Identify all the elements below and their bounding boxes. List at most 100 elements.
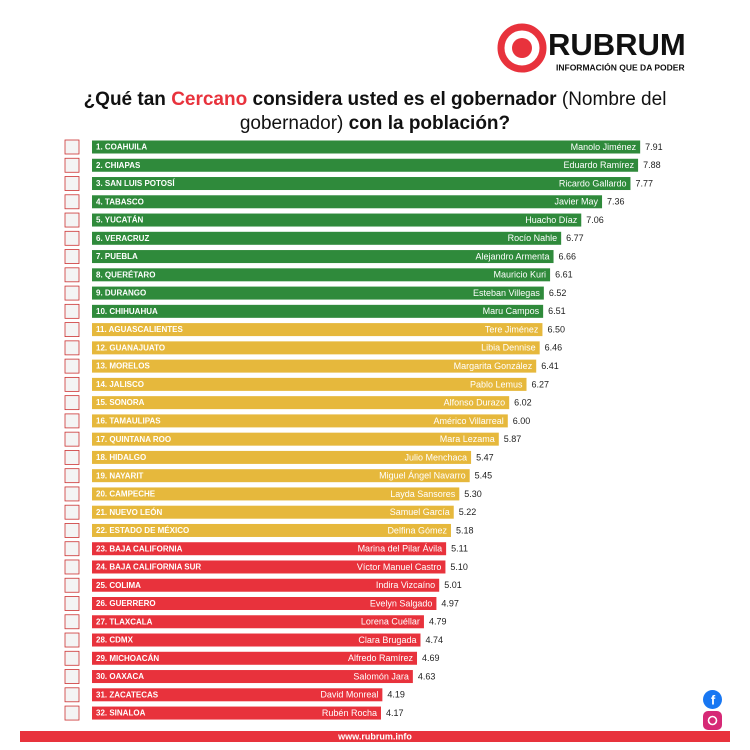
party-icon: [64, 559, 80, 575]
party-icon: [64, 650, 80, 666]
logo-dot: [512, 38, 532, 58]
state-label: 30. OAXACA: [96, 672, 144, 681]
party-icon: [64, 705, 80, 721]
governor-label: Tere Jiménez: [485, 324, 539, 334]
party-icon: [64, 395, 80, 411]
party-icon: [64, 322, 80, 338]
value-label: 5.45: [475, 471, 493, 481]
bar: [92, 140, 641, 154]
title-part: (Nombre del gobernador): [239, 89, 667, 134]
governor-label: Samuel García: [390, 507, 450, 517]
value-label: 4.17: [386, 708, 404, 718]
party-icon: [64, 468, 80, 484]
value-label: 6.52: [549, 288, 567, 298]
bar: [92, 414, 508, 428]
footer-band: [20, 731, 730, 742]
value-label: 5.87: [504, 434, 522, 444]
bar: [92, 341, 540, 355]
governor-label: Mauricio Kuri: [494, 270, 547, 280]
governor-label: Delfina Gómez: [387, 525, 447, 535]
value-label: 4.74: [425, 635, 443, 645]
state-label: 4. TABASCO: [96, 197, 144, 206]
value-label: 4.69: [422, 653, 440, 663]
party-icon: [64, 523, 80, 538]
state-label: 8. QUERÉTARO: [96, 270, 155, 279]
governor-label: Layda Sansores: [390, 489, 456, 499]
state-label: 15. SONORA: [96, 398, 145, 407]
state-label: 2. CHIAPAS: [96, 161, 141, 170]
governor-label: Alfonso Durazo: [444, 398, 506, 408]
value-label: 7.88: [643, 160, 661, 170]
bar: [92, 487, 460, 501]
bar: [92, 597, 437, 610]
state-label: 1. COAHUILA: [96, 143, 147, 152]
bar: [92, 688, 383, 702]
title-part: con la población?: [343, 113, 511, 134]
party-icon: [64, 504, 80, 520]
value-label: 6.46: [545, 343, 563, 353]
governor-label: Maru Campos: [483, 306, 540, 316]
state-label: 16. TAMAULIPAS: [96, 417, 161, 426]
party-icon: [64, 376, 80, 392]
governor-label: Rocío Nahle: [508, 233, 558, 243]
governor-label: Rubén Rocha: [322, 708, 377, 718]
bar: [92, 304, 544, 318]
value-label: 7.91: [645, 142, 663, 152]
governor-label: Clara Brugada: [358, 635, 416, 645]
party-icon: [64, 358, 80, 374]
bar: [92, 633, 421, 647]
value-label: 6.66: [559, 251, 577, 261]
state-label: 31. ZACATECAS: [96, 690, 159, 699]
bar: [92, 323, 543, 337]
party-icon: [64, 431, 80, 447]
value-label: 4.63: [418, 671, 436, 681]
governor-label: Evelyn Salgado: [370, 598, 433, 608]
governor-label: Huacho Díaz: [525, 215, 578, 225]
state-label: 7. PUEBLA: [96, 252, 138, 261]
instagram-icon[interactable]: [703, 711, 722, 730]
value-label: 5.30: [464, 489, 482, 499]
bar: [92, 268, 551, 282]
value-label: 6.27: [532, 379, 550, 389]
party-icon: [64, 176, 80, 191]
governor-label: Libia Dennise: [481, 343, 536, 353]
governor-label: Margarita González: [454, 361, 533, 371]
state-label: 24. BAJA CALIFORNIA SUR: [96, 563, 201, 572]
party-icon: [64, 614, 80, 630]
state-label: 22. ESTADO DE MÉXICO: [96, 526, 189, 535]
bar: [92, 542, 447, 556]
value-label: 5.01: [444, 580, 462, 590]
state-label: 19. NAYARIT: [96, 471, 144, 480]
value-label: 7.77: [635, 178, 653, 188]
party-icon: [64, 139, 80, 155]
party-icon: [64, 285, 80, 301]
state-label: 32. SINALOA: [96, 709, 146, 718]
value-label: 4.97: [441, 598, 459, 608]
value-label: 5.18: [456, 525, 474, 535]
governor-label: Miguel Ángel Navarro: [379, 471, 466, 481]
value-label: 5.22: [459, 507, 477, 517]
state-label: 23. BAJA CALIFORNIA: [96, 544, 183, 553]
bar: [92, 359, 537, 373]
state-label: 5. YUCATÁN: [96, 216, 143, 225]
bar: [92, 213, 582, 227]
facebook-icon[interactable]: [703, 690, 722, 709]
governor-label: Indira Vizcaíno: [376, 580, 435, 590]
bar: [92, 396, 510, 410]
value-label: 6.51: [548, 306, 566, 316]
party-icon: [64, 212, 80, 228]
title-part: considera usted es el gobernador: [247, 89, 562, 110]
bar: [92, 450, 472, 464]
party-icon: [64, 577, 80, 593]
party-icon: [64, 632, 80, 648]
governor-label: Pablo Lemus: [470, 379, 523, 389]
bar: [92, 670, 413, 684]
value-label: 7.06: [586, 215, 604, 225]
bar: [92, 158, 639, 172]
value-label: 6.50: [547, 324, 565, 334]
state-label: 9. DURANGO: [96, 289, 146, 298]
party-icon: [64, 267, 80, 283]
party-icon: [64, 303, 80, 319]
